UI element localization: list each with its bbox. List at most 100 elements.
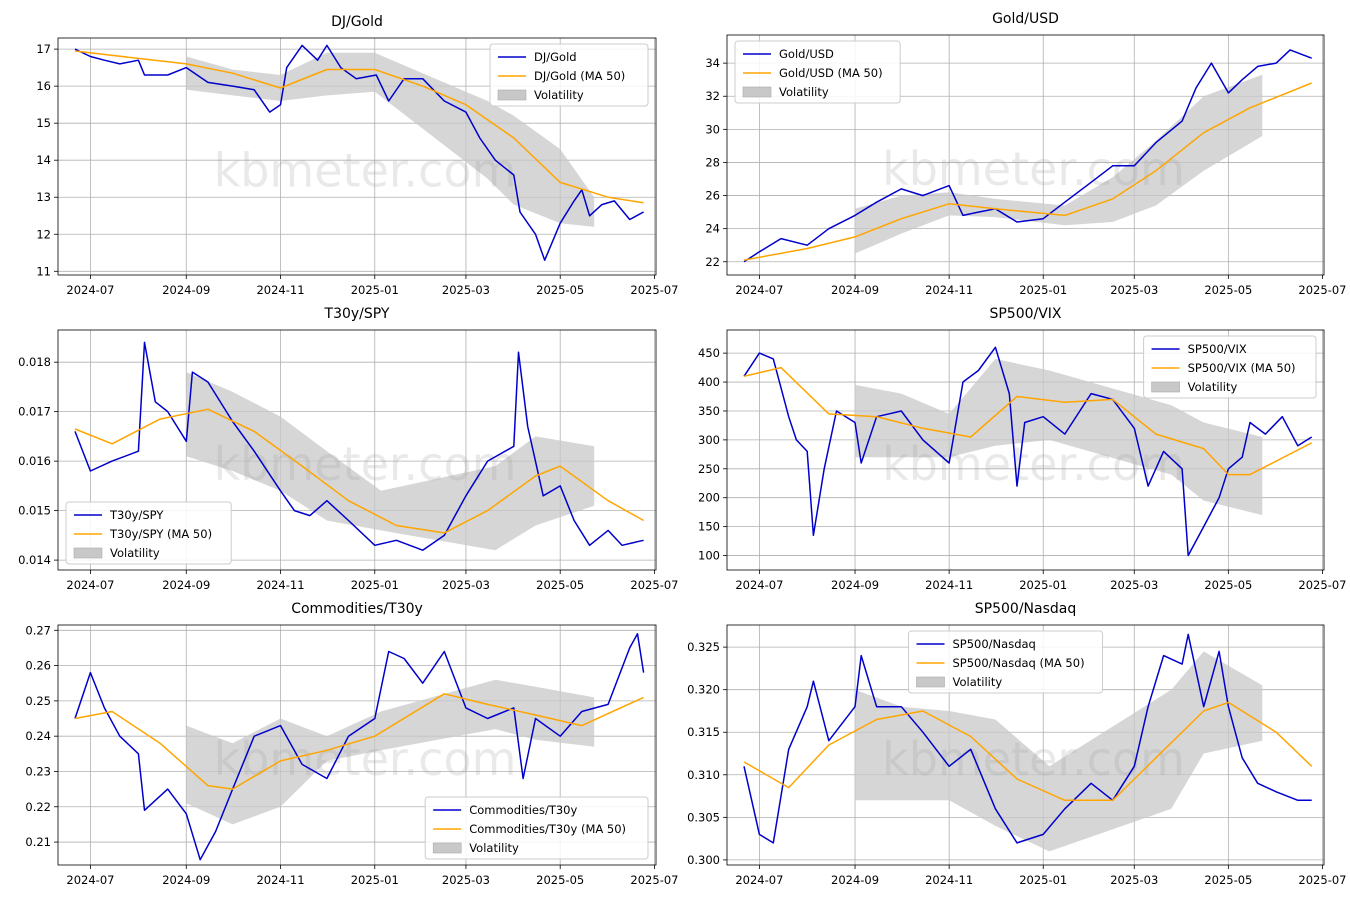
x-tick-label: 2025-03	[1110, 283, 1158, 297]
subplot-djgold: DJ/Gold 2024-07 2024-09 2024-11 2025-01 2025-…	[36, 14, 678, 297]
legend-label: Gold/USD	[779, 47, 834, 61]
legend-box	[489, 43, 649, 107]
y-tick-label: 0.26	[25, 659, 51, 673]
axes-frame	[726, 34, 1325, 276]
legend-label: DJ/Gold (MA 50)	[534, 69, 625, 83]
ma-line	[74, 693, 644, 790]
subplot-t30yspy: T30y/SPY 2024-07 2024-09 2024-11 2025-01 2025…	[18, 306, 678, 592]
x-tick-label: 2025-05	[1204, 578, 1252, 592]
y-tick-label: 22	[705, 255, 720, 269]
y-tick-label: 400	[698, 375, 720, 389]
x-tick-label: 2024-11	[256, 283, 304, 297]
y-tick-label: 16	[36, 79, 51, 93]
x-tick-label: 2024-09	[162, 873, 210, 887]
y-tick-label: 13	[36, 190, 51, 204]
chart-title: SP500/Nasdaq	[975, 601, 1076, 617]
x-tick-label: 2025-03	[442, 873, 490, 887]
y-tick-label: 0.015	[18, 504, 51, 518]
y-tick-label: 0.014	[18, 553, 51, 567]
x-tick-label: 2025-01	[351, 283, 399, 297]
y-tick-label: 450	[698, 346, 720, 360]
y-tick-label: 14	[36, 153, 51, 167]
x-tick-label: 2025-03	[442, 578, 490, 592]
legend-label: T30y/SPY	[109, 508, 164, 522]
chart-title: Gold/USD	[992, 11, 1059, 27]
y-tick-label: 32	[705, 89, 720, 103]
legend-label: SP500/Nasdaq	[953, 637, 1036, 651]
x-tick-label: 2024-11	[925, 873, 973, 887]
y-tick-label: 150	[698, 520, 720, 534]
legend-label: Volatility	[953, 675, 1003, 689]
legend: Gold/USD Gold/USD (MA 50) Volatility	[734, 40, 901, 104]
y-tick-label: 17	[36, 42, 51, 56]
series-line	[743, 346, 1313, 557]
volatility-band	[855, 651, 1263, 852]
x-tick-label: 2025-01	[351, 578, 399, 592]
axes-frame	[726, 624, 1325, 866]
y-tick-label: 0.300	[687, 853, 720, 867]
y-tick-label: 0.315	[687, 725, 720, 739]
legend-band-swatch	[73, 547, 103, 559]
y-tick-label: 0.27	[25, 623, 51, 637]
y-tick-label: 0.21	[25, 835, 51, 849]
x-tick-label: 2024-11	[256, 578, 304, 592]
y-tick-label: 34	[705, 56, 720, 70]
y-tick-label: 15	[36, 116, 51, 130]
x-tick-label: 2025-05	[536, 283, 584, 297]
x-tick-label: 2025-05	[1204, 283, 1252, 297]
watermark: kbmeter.com	[882, 142, 1185, 196]
x-tick-label: 2024-07	[66, 873, 114, 887]
x-tick-label: 2025-07	[1298, 283, 1346, 297]
x-tick-label: 2024-07	[735, 873, 783, 887]
legend-label: Commodities/T30y	[469, 803, 577, 817]
x-tick-label: 2025-01	[351, 873, 399, 887]
watermark: kbmeter.com	[214, 144, 517, 198]
legend-label: SP500/VIX (MA 50)	[1188, 361, 1296, 375]
subplot-commoditiest30y: Commodities/T30y 2024-07 2024-09 2024-11 202…	[25, 601, 678, 887]
x-tick-label: 2025-01	[1019, 283, 1067, 297]
legend-band-swatch	[432, 842, 462, 854]
y-tick-label: 0.017	[18, 405, 51, 419]
watermark: kbmeter.com	[882, 732, 1185, 786]
ma-line	[743, 701, 1313, 802]
y-tick-label: 0.22	[25, 800, 51, 814]
y-tick-label: 30	[705, 122, 720, 136]
y-tick-label: 0.24	[25, 729, 51, 743]
legend-label: Volatility	[469, 841, 519, 855]
series-line	[743, 49, 1312, 263]
legend-box	[908, 630, 1103, 694]
y-tick-label: 0.325	[687, 640, 720, 654]
subplot-goldusd: Gold/USD 2024-07 2024-09 2024-11 2025-01 2025…	[705, 11, 1346, 297]
x-tick-label: 2025-05	[536, 578, 584, 592]
ma-line	[74, 408, 644, 534]
y-tick-label: 12	[36, 227, 51, 241]
x-tick-label: 2024-09	[831, 578, 879, 592]
ma-line	[743, 82, 1312, 261]
legend-label: SP500/VIX	[1188, 342, 1247, 356]
x-tick-label: 2025-05	[536, 873, 584, 887]
volatility-band	[186, 372, 595, 551]
watermark: kbmeter.com	[882, 437, 1185, 491]
x-tick-label: 2025-07	[1298, 578, 1346, 592]
chart-title: T30y/SPY	[324, 306, 390, 322]
x-tick-label: 2025-01	[1019, 578, 1067, 592]
x-tick-label: 2025-07	[1298, 873, 1346, 887]
x-tick-label: 2025-03	[1110, 578, 1158, 592]
x-tick-label: 2024-09	[831, 873, 879, 887]
legend-box	[734, 40, 901, 104]
x-tick-label: 2024-09	[831, 283, 879, 297]
legend-label: Gold/USD (MA 50)	[779, 66, 883, 80]
x-tick-label: 2024-07	[735, 578, 783, 592]
legend-label: T30y/SPY (MA 50)	[109, 527, 212, 541]
subplot-sp500nasdaq: SP500/Nasdaq 2024-07 2024-09 2024-11 2025-01…	[687, 601, 1346, 887]
y-tick-label: 0.310	[687, 768, 720, 782]
x-tick-label: 2024-09	[162, 578, 210, 592]
y-tick-label: 0.305	[687, 810, 720, 824]
chart-title: Commodities/T30y	[291, 601, 423, 617]
y-tick-label: 300	[698, 433, 720, 447]
watermark: kbmeter.com	[214, 437, 517, 491]
legend: SP500/VIX SP500/VIX (MA 50) Volatility	[1143, 335, 1317, 399]
series-line	[743, 633, 1312, 844]
x-tick-label: 2025-07	[630, 873, 678, 887]
